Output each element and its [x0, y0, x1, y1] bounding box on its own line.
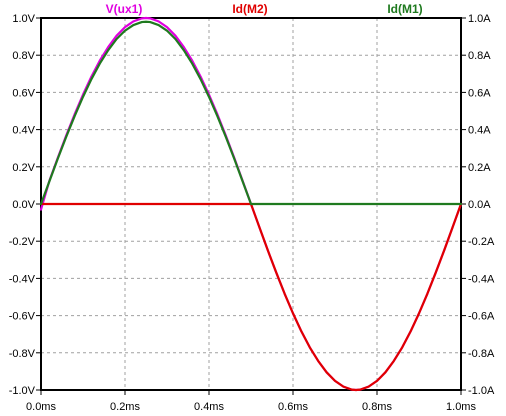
x-tick-label: 0.0ms — [26, 401, 56, 413]
y-right-tick-label: -0.4A — [468, 273, 495, 285]
y-left-tick-label: -0.4V — [9, 273, 36, 285]
y-right-tick-label: 1.0A — [468, 13, 491, 25]
y-left-tick-label: 0.4V — [12, 125, 35, 137]
legend: V(ux1) Id(M2) Id(M1) — [106, 2, 423, 16]
series-lines — [39, 16, 463, 392]
y-left-tick-label: -0.8V — [9, 348, 36, 360]
y-right-tick-label: -0.8A — [468, 348, 495, 360]
y-left-tick-label: 1.0V — [12, 13, 35, 25]
series-line-id-m2 — [39, 202, 463, 392]
y-right-tick-label: -0.2A — [468, 236, 495, 248]
y-right-tick-label: -1.0A — [468, 385, 495, 397]
y-right-tick-label: 0.6A — [468, 87, 491, 99]
y-left-tick-label: -0.2V — [9, 236, 36, 248]
x-tick-label: 0.8ms — [362, 401, 392, 413]
y-right-tick-label: 0.0A — [468, 199, 491, 211]
axes: 1.0V 0.8V 0.6V 0.4V 0.2V 0.0V -0.2V -0.4V -0.6V -… — [9, 13, 495, 413]
legend-label-id-m2: Id(M2) — [232, 2, 267, 16]
y-left-tick-label: -1.0V — [9, 385, 36, 397]
x-tick-label: 0.2ms — [110, 401, 140, 413]
y-right-tick-label: 0.2A — [468, 162, 491, 174]
y-right-tick-label: 0.8A — [468, 50, 491, 62]
y-left-tick-label: 0.6V — [12, 87, 35, 99]
x-tick-label: 1.0ms — [446, 401, 476, 413]
y-left-tick-label: 0.8V — [12, 50, 35, 62]
x-tick-label: 0.4ms — [194, 401, 224, 413]
y-left-tick-label: 0.2V — [12, 162, 35, 174]
legend-label-id-m1: Id(M1) — [387, 2, 422, 16]
series-line-id-m1 — [39, 20, 463, 206]
y-left-tick-label: 0.0V — [12, 199, 35, 211]
y-left-tick-label: -0.6V — [9, 311, 36, 323]
y-right-tick-label: 0.4A — [468, 125, 491, 137]
x-tick-label: 0.6ms — [278, 401, 308, 413]
y-right-tick-label: -0.6A — [468, 311, 495, 323]
legend-label-v-ux1: V(ux1) — [106, 2, 143, 16]
